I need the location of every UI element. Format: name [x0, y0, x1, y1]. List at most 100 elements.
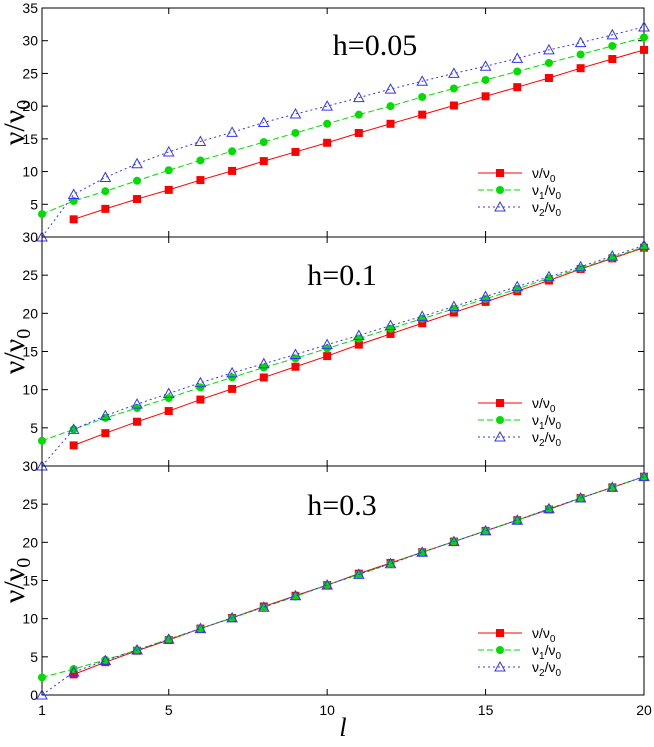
y-tick-label: 25	[22, 267, 38, 283]
legend-label: ν1/ν0	[532, 642, 561, 662]
data-point	[67, 188, 80, 199]
data-point	[257, 601, 270, 612]
legend-marker	[496, 169, 504, 177]
data-point	[513, 83, 522, 92]
data-point	[543, 502, 555, 514]
series-line	[41, 36, 645, 215]
y-tick-label: 25	[22, 496, 38, 512]
data-point	[418, 92, 427, 101]
data-point	[228, 147, 237, 156]
y-tick-label: 30	[22, 458, 38, 474]
data-point	[196, 176, 205, 185]
legend-label-after: /ν	[545, 412, 556, 428]
data-point	[291, 147, 300, 156]
data-point	[513, 67, 522, 76]
legend-label-main: ν	[532, 182, 539, 198]
y-tick-label: 0	[30, 687, 38, 703]
data-point	[101, 187, 110, 196]
legend-label-main: ν	[532, 659, 539, 675]
data-point	[449, 101, 458, 110]
x-tick-label: 10	[319, 702, 335, 718]
data-point	[289, 589, 302, 601]
data-point	[544, 74, 553, 83]
data-point	[259, 373, 268, 382]
data-point	[576, 50, 585, 59]
data-point	[384, 83, 397, 94]
y-axis-label-main: ν/ν	[0, 339, 31, 374]
data-point	[196, 156, 205, 165]
legend-marker	[494, 430, 506, 442]
data-point	[36, 688, 48, 700]
data-point	[511, 280, 524, 292]
legend-marker	[496, 629, 504, 637]
data-point	[608, 41, 617, 50]
x-axis-label: l	[339, 713, 346, 742]
data-point	[259, 157, 268, 166]
data-point	[384, 319, 397, 331]
data-point	[67, 666, 80, 677]
data-point	[289, 107, 302, 119]
data-point	[574, 492, 587, 503]
panel-annotation: h=0.3	[307, 489, 376, 522]
data-point	[101, 429, 110, 438]
data-point	[479, 290, 492, 302]
data-point	[416, 546, 429, 557]
data-point	[289, 348, 302, 360]
legend-label-sub: 0	[550, 404, 556, 415]
legend-marker	[496, 646, 504, 654]
data-point	[259, 138, 268, 147]
data-point	[323, 352, 332, 361]
legend-marker	[496, 399, 504, 407]
data-point	[228, 166, 237, 175]
x-tick-label: 15	[478, 702, 494, 718]
data-point	[194, 135, 207, 146]
y-tick-label: 20	[22, 305, 38, 321]
legend-label: ν/ν0	[532, 395, 556, 415]
data-point	[479, 524, 492, 536]
data-point	[69, 215, 78, 224]
y-axis-label: ν/ν0	[0, 558, 35, 603]
y-tick-label: 15	[22, 344, 38, 360]
data-point	[99, 171, 112, 182]
data-point	[133, 195, 142, 204]
legend-label-sub: 0	[555, 421, 561, 432]
x-tick-label: 20	[636, 702, 652, 718]
y-axis-label-sub: 0	[13, 100, 35, 110]
data-point	[638, 20, 650, 32]
legend-label-after: /ν	[545, 642, 556, 658]
legend-label-after: /ν	[545, 659, 556, 675]
legend-label-mid: 1	[539, 651, 545, 662]
data-point	[162, 145, 175, 157]
legend-label-sub: 0	[555, 438, 561, 449]
data-point	[574, 36, 587, 48]
data-point	[321, 100, 334, 111]
data-point	[69, 670, 78, 679]
series-line	[41, 246, 645, 442]
series-3	[36, 239, 650, 471]
data-point	[323, 119, 332, 128]
series-line	[41, 26, 645, 238]
legend-marker	[494, 660, 506, 672]
y-tick-label: 15	[22, 573, 38, 589]
data-point	[323, 138, 332, 147]
legend-label-sub: 0	[550, 174, 556, 185]
data-point	[479, 60, 492, 71]
data-point	[38, 436, 46, 445]
data-point	[511, 514, 524, 525]
legend-label-after: /ν	[545, 182, 556, 198]
data-point	[164, 407, 173, 416]
legend-label-after: /ν	[545, 199, 556, 215]
legend-label-mid: 1	[539, 421, 545, 432]
panel-annotation: h=0.05	[333, 29, 417, 62]
data-point	[574, 260, 587, 272]
data-point	[386, 102, 395, 111]
data-point	[38, 210, 46, 219]
legend-label-sub: 0	[555, 651, 561, 662]
data-point	[291, 362, 300, 371]
data-point	[418, 319, 427, 328]
y-tick-label: 25	[22, 65, 38, 81]
data-point	[133, 176, 142, 185]
y-tick-label: 20	[22, 98, 38, 114]
